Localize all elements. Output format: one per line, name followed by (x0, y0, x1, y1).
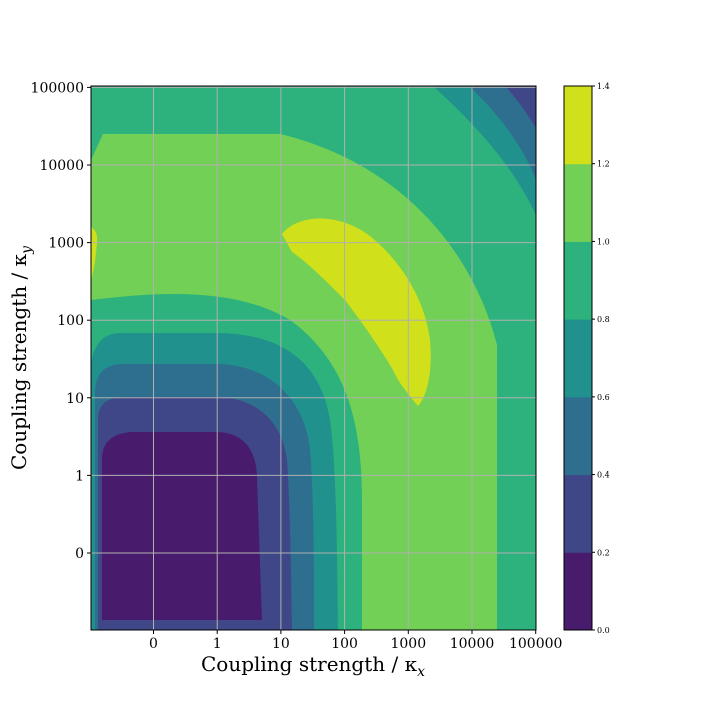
x-tick-label: 100 (331, 636, 358, 652)
colorbar-band (564, 86, 592, 165)
contour-band-1.2-1.4 (282, 218, 431, 406)
plot-frame (90, 85, 537, 631)
contour-band-0.4-0.6 (469, 86, 536, 180)
x-tick-label: 1000 (390, 636, 426, 652)
y-tick-label: 100 (57, 313, 84, 329)
x-tick-label: 100000 (509, 636, 562, 652)
colorbar-tick-label: 0.6 (597, 393, 610, 402)
colorbar-tick-label: 1.4 (597, 82, 610, 91)
y-tick-label: 10 (66, 391, 84, 407)
colorbar-tick-label: 1.0 (597, 237, 610, 246)
y-axis-ticks: 0 1 10 100 1000 10000 100000 (31, 80, 91, 562)
colorbar-tick-label: 1.2 (597, 160, 610, 169)
colorbar-tick-label: 0.8 (597, 315, 610, 324)
x-axis-ticks: 0 1 10 100 1000 10000 100000 (149, 630, 562, 652)
y-axis-label: Coupling strength / κy (7, 245, 35, 470)
y-tick-label: 0 (75, 546, 84, 562)
colorbar-band (564, 319, 592, 398)
colorbar: 0.0 0.2 0.4 0.6 0.8 1.0 1.2 1.4 (563, 82, 610, 635)
colorbar-tick-label: 0.2 (597, 548, 610, 557)
colorbar-band (564, 163, 592, 242)
contour-fill-regions (91, 86, 536, 630)
colorbar-band (564, 396, 592, 476)
y-tick-label: 100000 (31, 80, 84, 96)
contour-band-0.2-0.4 (505, 86, 536, 128)
contour-band-1.2-1.4-left (91, 227, 98, 282)
colorbar-band (564, 474, 592, 553)
y-tick-label: 1000 (48, 236, 84, 252)
y-tick-label: 10000 (39, 158, 84, 174)
contour-band-1.0-1.2 (91, 134, 497, 630)
x-axis-label: Coupling strength / κx (201, 652, 425, 680)
x-tick-label: 10 (272, 636, 290, 652)
colorbar-band (564, 552, 592, 631)
colorbar-tick-label: 0.0 (597, 626, 610, 635)
colorbar-band (564, 241, 592, 320)
y-tick-label: 1 (75, 468, 84, 484)
x-tick-label: 1 (213, 636, 222, 652)
contour-band-0.0-0.2 (102, 432, 262, 620)
colorbar-tick-label: 0.4 (597, 471, 610, 480)
x-tick-label: 10000 (450, 636, 495, 652)
grid (91, 86, 536, 630)
colorbar-frame (563, 85, 593, 631)
x-tick-label: 0 (149, 636, 158, 652)
